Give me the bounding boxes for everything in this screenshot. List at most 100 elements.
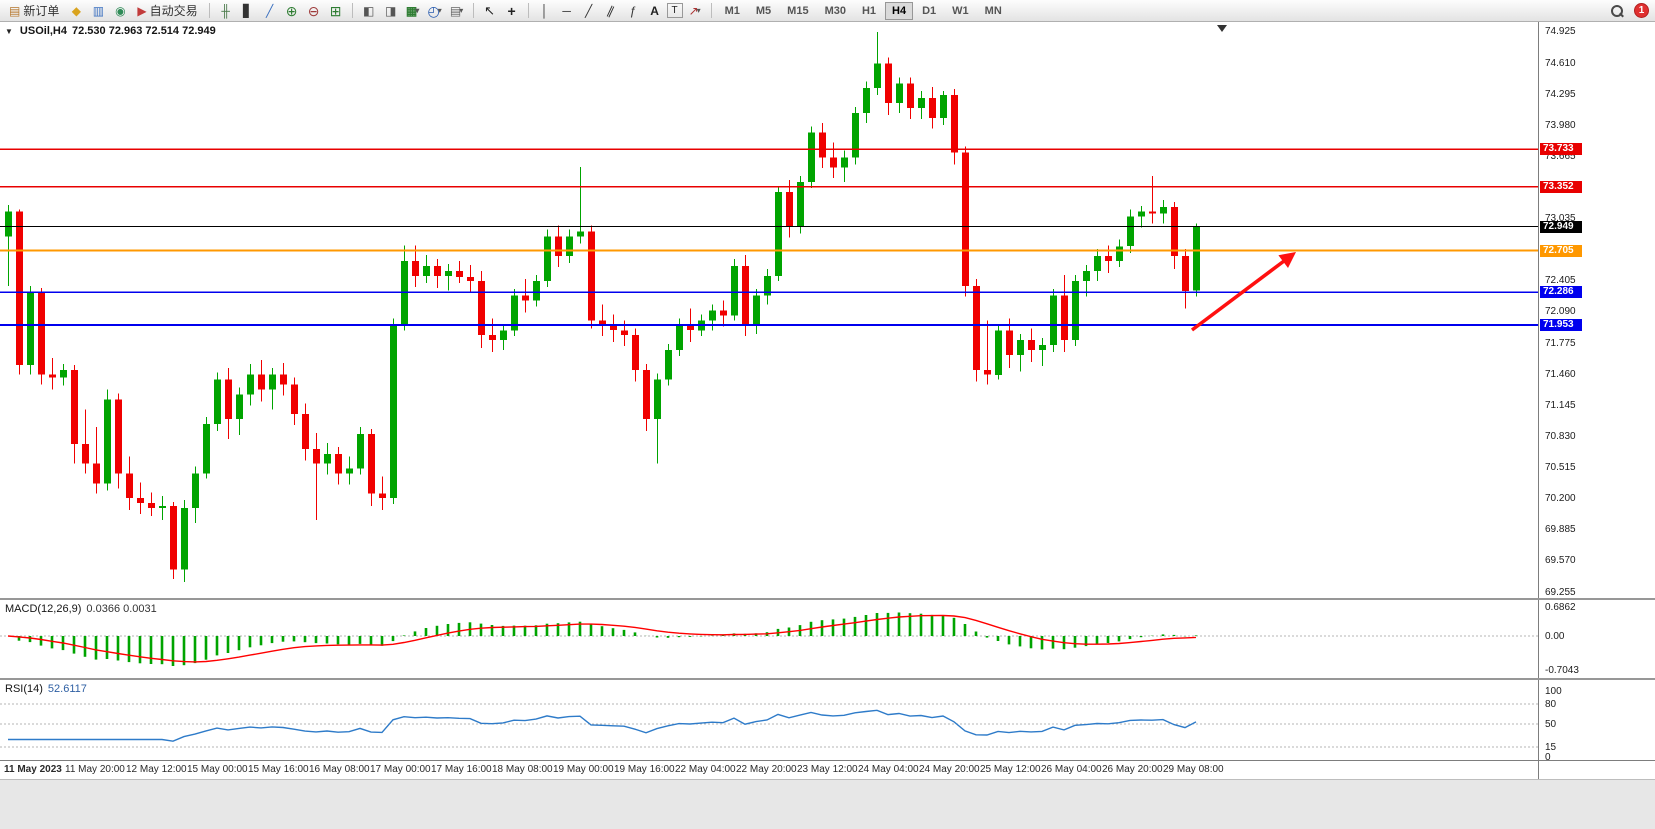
price-tick: 73.980 — [1545, 119, 1576, 131]
macd-signal-line — [7, 614, 1197, 663]
panel-splitter[interactable] — [0, 598, 1655, 600]
trend-arrow-annotation[interactable] — [1190, 252, 1296, 332]
time-axis-label: 19 May 00:00 — [553, 764, 614, 775]
time-axis-label: 26 May 04:00 — [1041, 764, 1102, 775]
text-tool-icon[interactable]: A — [650, 3, 659, 18]
tile-windows-icon[interactable]: ◧ — [362, 3, 375, 18]
toolbar-separator — [351, 3, 353, 18]
price-tick: 69.570 — [1545, 555, 1576, 567]
timeframe-button-h1[interactable]: H1 — [861, 4, 877, 17]
time-axis-label: 22 May 20:00 — [736, 764, 797, 775]
vertical-line-tool-icon[interactable]: │ — [540, 3, 549, 18]
cursor-icon[interactable]: ↖ — [484, 3, 496, 18]
one-click-trading-toggle-icon[interactable]: ▼ — [5, 26, 13, 36]
price-level-label: 73.733 — [1540, 143, 1582, 156]
crosshair-icon[interactable]: + — [507, 2, 516, 19]
time-axis-label: 17 May 16:00 — [431, 764, 492, 775]
rsi-canvas[interactable] — [0, 680, 1538, 760]
macd-axis-label: -0.7043 — [1545, 665, 1579, 676]
grid-icon[interactable]: ⊞ — [329, 2, 342, 19]
time-axis[interactable]: 11 May 2023 11 May 20:00 12 May 12:00 15 Ma… — [0, 761, 1538, 779]
timeframe-button-d1[interactable]: D1 — [922, 4, 937, 17]
rsi-axis-label: 100 — [1545, 686, 1562, 697]
zoom-out-icon[interactable]: ⊖ — [307, 2, 320, 19]
rsi-row: RSI(14) 52.6117 100 80 50 15 0 — [0, 680, 1655, 763]
macd-histogram — [17, 612, 1198, 666]
candles — [5, 31, 1200, 583]
price-level-label: 72.949 — [1540, 220, 1582, 233]
cascade-windows-icon[interactable]: ◨ — [384, 3, 397, 18]
price-level-label: 73.352 — [1540, 180, 1582, 193]
line-chart-icon[interactable]: ╱ — [265, 3, 274, 18]
new-order-label: 新订单 — [23, 4, 60, 18]
chevron-down-icon: ▾ — [459, 5, 464, 15]
horn-icon[interactable]: ◆ — [71, 3, 81, 18]
timeframe-button-m15[interactable]: M15 — [787, 4, 809, 17]
time-axis-label: 15 May 16:00 — [248, 764, 309, 775]
chart-symbol-header: ▼ USOil,H4 72.530 72.963 72.514 72.949 — [5, 25, 216, 37]
timeframe-button-mn[interactable]: MN — [984, 4, 1002, 17]
timeframe-button-m1[interactable]: M1 — [724, 4, 740, 17]
label-tool-icon[interactable]: T — [666, 3, 683, 18]
search-icon[interactable] — [1610, 4, 1624, 18]
toolbar-separator — [527, 3, 529, 18]
rsi-panel: RSI(14) 52.6117 — [0, 680, 1538, 760]
chevron-down-icon: ▾ — [696, 5, 701, 15]
price-level-label: 72.705 — [1540, 244, 1582, 257]
price-tick: 73.665 — [1545, 150, 1576, 162]
auto-trading-button[interactable]: ▶ 自动交易 — [132, 1, 202, 20]
price-tick: 72.405 — [1545, 275, 1576, 287]
price-tick: 71.460 — [1545, 368, 1576, 380]
profile-icon[interactable]: ▥ — [92, 3, 105, 18]
horizontal-line-tool-icon[interactable]: ─ — [562, 3, 571, 18]
main-chart-panel: ▼ USOil,H4 72.530 72.963 72.514 72.949 — [0, 22, 1538, 598]
macd-panel: MACD(12,26,9) 0.0366 0.0031 — [0, 600, 1538, 678]
toolbar: ▤ 新订单 ◆ ▥ ◉ ▶ 自动交易 ╫ ▋ ╱ ⊕ ⊖ ⊞ ◧ ◨ ▦ ▾ ◴ ▾… — [0, 0, 1655, 22]
rsi-label: RSI(14) — [5, 683, 43, 695]
new-order-icon: ▤ — [9, 3, 21, 18]
new-order-button[interactable]: ▤ 新订单 — [4, 1, 64, 20]
symbol-timeframe-label: USOil,H4 — [19, 25, 67, 37]
channel-tool-icon[interactable]: ∥ — [604, 2, 617, 19]
time-axis-label: 17 May 00:00 — [370, 764, 431, 775]
price-level-label: 72.286 — [1540, 286, 1582, 299]
panel-splitter[interactable] — [0, 678, 1655, 680]
macd-axis-label: 0.00 — [1545, 631, 1565, 642]
fibonacci-tool-icon[interactable]: ƒ — [629, 3, 636, 18]
main-chart-canvas[interactable] — [0, 22, 1538, 598]
timeframe-button-m5[interactable]: M5 — [755, 4, 772, 17]
time-axis-label: 23 May 12:00 — [797, 764, 858, 775]
candlestick-chart-icon[interactable]: ▋ — [242, 3, 253, 18]
macd-canvas[interactable] — [0, 600, 1538, 678]
price-tick: 69.885 — [1545, 524, 1576, 536]
time-axis-label: 22 May 04:00 — [675, 764, 736, 775]
price-tick: 73.035 — [1545, 213, 1576, 225]
rsi-axis-label: 0 — [1545, 752, 1551, 763]
ohlc-values-label: 72.530 72.963 72.514 72.949 — [72, 25, 216, 37]
period-clock-icon[interactable]: ◴ ▾ — [427, 2, 442, 19]
time-axis-corner — [1538, 761, 1655, 779]
timeframe-button-h4[interactable]: H4 — [885, 1, 914, 20]
bar-chart-icon[interactable]: ╫ — [221, 3, 230, 18]
main-chart-row: ▼ USOil,H4 72.530 72.963 72.514 72.949 7… — [0, 22, 1655, 598]
rsi-value: 52.6117 — [47, 683, 87, 695]
chart-shift-marker[interactable] — [1217, 25, 1227, 32]
zoom-in-icon[interactable]: ⊕ — [285, 2, 298, 19]
toolbar-separator — [472, 3, 474, 18]
arrows-tool-icon[interactable]: ↗ ▾ — [688, 3, 701, 18]
timeframe-button-w1[interactable]: W1 — [952, 4, 969, 17]
time-axis-row: 11 May 2023 11 May 20:00 12 May 12:00 15 Ma… — [0, 760, 1655, 779]
indicators-icon[interactable]: ▤ ▾ — [449, 3, 464, 18]
auto-trading-label: 自动交易 — [149, 4, 198, 18]
price-tick: 71.145 — [1545, 399, 1576, 411]
time-axis-label: 19 May 16:00 — [614, 764, 675, 775]
trendline-tool-icon[interactable]: ╱ — [584, 3, 593, 18]
price-axis[interactable]: 74.92574.61074.29573.98073.66573.35073.0… — [1538, 22, 1655, 598]
price-tick: 70.515 — [1545, 462, 1576, 474]
price-tick: 74.295 — [1545, 88, 1576, 100]
window-bottom-area — [0, 779, 1655, 829]
timeframe-button-m30[interactable]: M30 — [824, 4, 846, 17]
community-icon[interactable]: ◉ — [115, 3, 126, 18]
notification-badge[interactable]: 1 — [1634, 3, 1649, 18]
new-chart-icon[interactable]: ▦ ▾ — [405, 3, 420, 18]
